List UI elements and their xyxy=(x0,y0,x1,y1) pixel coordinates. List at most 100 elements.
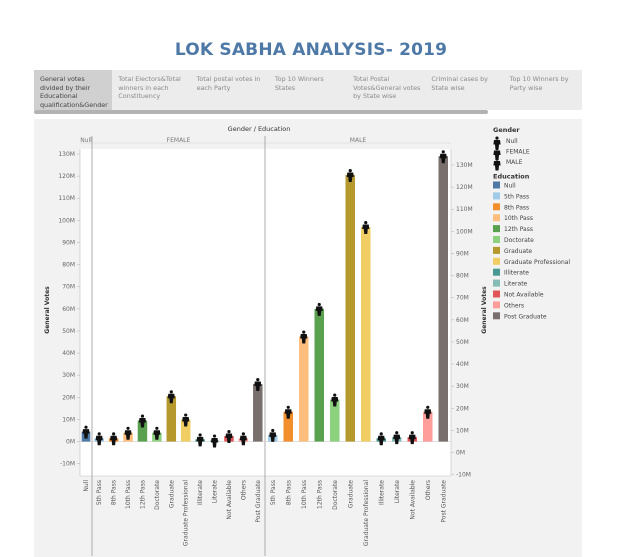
group-header-0: Null xyxy=(80,137,92,144)
tab-2[interactable]: Total Electors&Total winners in each Con… xyxy=(118,75,181,101)
tab-6[interactable]: Criminal cases by State wise xyxy=(431,75,488,92)
category-label: Others xyxy=(240,480,247,500)
person-icon xyxy=(315,302,323,316)
bar-male-2 xyxy=(299,336,309,442)
legend-swatch xyxy=(493,192,500,200)
category-label: 12th Pass xyxy=(316,480,323,509)
legend-education-item: 8th Pass xyxy=(504,204,529,211)
left-tick-label: 60M xyxy=(62,306,75,313)
legend-education-item: 10th Pass xyxy=(504,215,533,222)
legend-education-item: Graduate Professional xyxy=(504,259,570,266)
tab-5[interactable]: Total Postal Votes&General votes by Stat… xyxy=(353,75,421,101)
category-label: Illiterate xyxy=(378,480,385,505)
person-icon xyxy=(153,426,161,440)
left-tick-label: 40M xyxy=(62,350,75,357)
left-tick-label: 80M xyxy=(62,262,75,269)
bar-female-11 xyxy=(253,384,263,442)
right-tick-label: 80M xyxy=(456,273,469,280)
left-tick-label: 100M xyxy=(58,217,75,224)
person-icon xyxy=(284,405,292,419)
chart-title: Gender / Education xyxy=(228,125,291,133)
category-label: 12th Pass xyxy=(139,480,146,509)
category-label: 5th Pass xyxy=(96,480,103,505)
right-tick-label: 40M xyxy=(456,361,469,368)
tab-3[interactable]: Total postal votes in each Party xyxy=(196,75,261,92)
category-label: 8th Pass xyxy=(285,480,292,505)
person-icon xyxy=(269,428,277,442)
left-tick-label: -10M xyxy=(60,461,75,468)
legend-swatch xyxy=(493,236,500,243)
right-tick-label: 20M xyxy=(456,405,469,412)
category-label: 8th Pass xyxy=(111,480,118,505)
bar-female-3 xyxy=(137,420,148,442)
person-icon xyxy=(254,378,262,392)
tab-scrollbar[interactable] xyxy=(34,110,488,114)
right-tick-label: 60M xyxy=(456,317,469,324)
legend-swatch xyxy=(493,312,500,320)
legend-education-item: Others xyxy=(504,302,524,309)
left-tick-label: 110M xyxy=(58,195,75,202)
right-tick-label: 100M xyxy=(456,228,473,235)
legend-swatch xyxy=(493,181,500,189)
category-label: Illiterate xyxy=(197,480,204,505)
left-tick-label: 20M xyxy=(62,394,75,401)
bar-female-5 xyxy=(166,396,177,442)
left-tick-label: 130M xyxy=(58,151,75,158)
legend-education-item: 12th Pass xyxy=(504,226,533,233)
category-label: Graduate xyxy=(168,480,175,508)
category-label: Post Graduate xyxy=(255,480,262,523)
legend-education-item: Null xyxy=(504,183,516,190)
right-tick-label: 90M xyxy=(456,250,469,257)
tab-4[interactable]: Top 10 Winners States xyxy=(274,75,324,92)
legend-education-item: Post Graduate xyxy=(504,313,547,320)
right-tick-label: 70M xyxy=(456,295,469,302)
legend-swatch xyxy=(493,279,500,287)
category-label: 5th Pass xyxy=(270,480,277,505)
chart-panel: Gender / Education Null FEMALE MALE 130M 120M… xyxy=(34,119,582,557)
left-tick-label: 50M xyxy=(62,328,75,335)
left-tick-label: 70M xyxy=(62,284,75,291)
bar-female-6 xyxy=(180,419,191,442)
category-label: Not Available xyxy=(409,480,416,520)
person-icon xyxy=(346,169,354,183)
legend-swatch xyxy=(493,257,500,265)
bar-male-6 xyxy=(361,226,371,442)
person-icon xyxy=(424,405,432,419)
person-icon xyxy=(95,432,103,446)
category-label: Doctorate xyxy=(154,480,161,510)
left-tick-label: 0M xyxy=(66,439,75,446)
person-icon xyxy=(300,330,308,344)
person-icon xyxy=(493,147,501,160)
category-label: Not Available xyxy=(226,480,233,520)
legend-swatch xyxy=(493,246,500,254)
tab-7[interactable]: Top 10 Winners by Party wise xyxy=(509,75,569,92)
bar-male-4 xyxy=(330,399,340,442)
right-tick-label: 130M xyxy=(456,162,473,169)
legend-swatch xyxy=(493,203,500,211)
category-label: Graduate xyxy=(347,480,354,508)
bar-male-11 xyxy=(438,156,448,442)
bar-male-1 xyxy=(283,411,293,442)
category-label: 10th Pass xyxy=(301,480,308,509)
person-icon xyxy=(138,414,147,428)
category-label: Graduate Professional xyxy=(183,480,190,546)
bar-male-3 xyxy=(314,308,324,442)
person-icon xyxy=(182,413,190,427)
page-title: LOK SABHA ANALYSIS- 2019 xyxy=(174,40,448,60)
right-axis-label: General Votes xyxy=(481,286,488,334)
legend-education-item: Illiterate xyxy=(504,270,529,277)
legend-education-item: Literate xyxy=(504,281,528,288)
person-icon xyxy=(82,425,90,439)
category-label: Doctorate xyxy=(332,480,339,510)
person-icon xyxy=(439,150,447,164)
legend-swatch xyxy=(493,214,500,222)
category-label: Literate xyxy=(394,480,401,504)
group-header-1: FEMALE xyxy=(167,137,191,144)
person-icon xyxy=(239,432,247,446)
legend-swatch xyxy=(493,290,500,298)
right-tick-label: 0M xyxy=(456,450,465,457)
tab-1[interactable]: General votes divided by their Education… xyxy=(34,70,113,110)
votes-bar-chart: Gender / Education Null FEMALE MALE 130M 120M… xyxy=(44,125,570,556)
legend-swatch xyxy=(493,225,500,233)
legend-gender-item: MALE xyxy=(506,159,523,166)
